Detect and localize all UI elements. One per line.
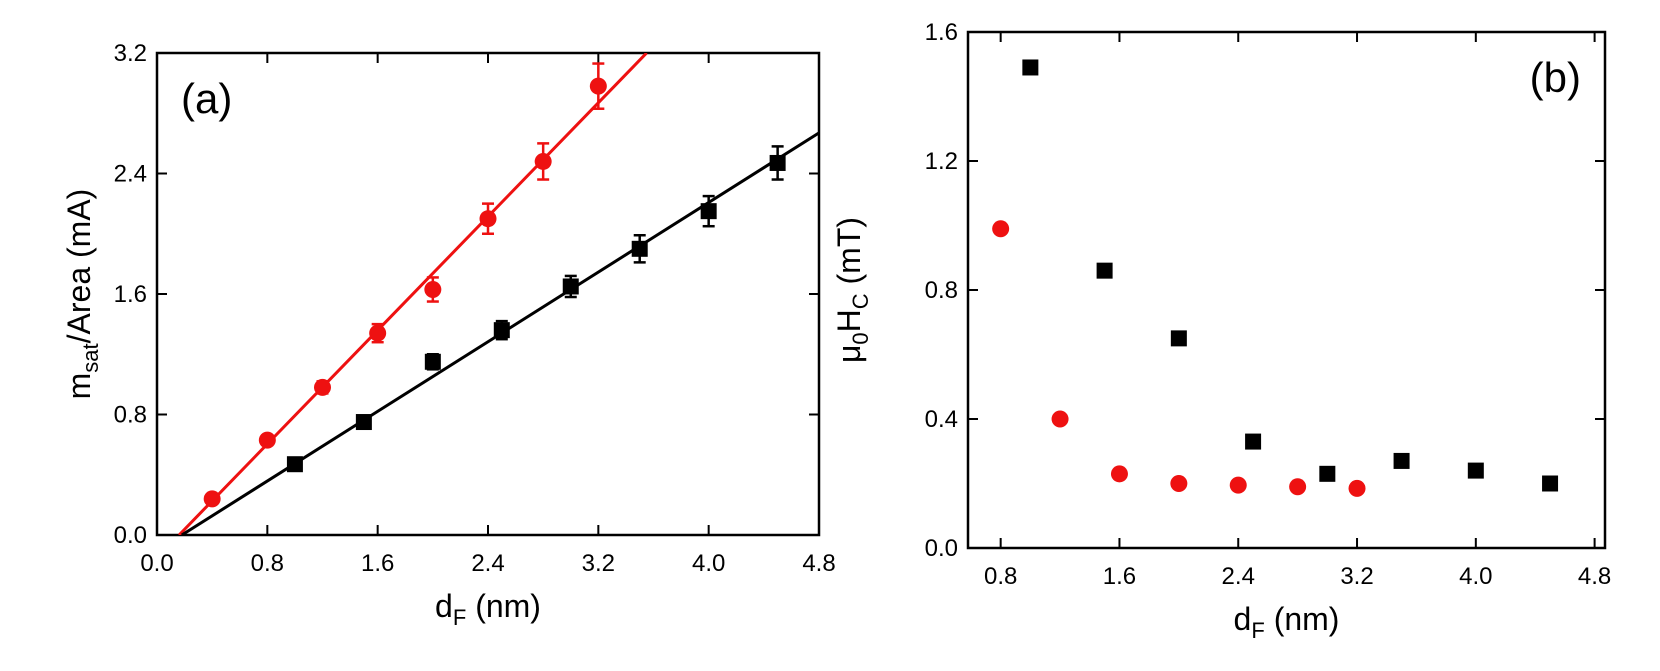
y-tick-label: 0.8 (114, 402, 147, 429)
label-part: m (61, 373, 97, 400)
plot-area (992, 59, 1559, 497)
data-point (1542, 475, 1559, 492)
data-point (424, 280, 442, 298)
data-point (1229, 476, 1247, 494)
data-point (1170, 475, 1188, 492)
plot-area (177, 53, 819, 535)
label-part: (nm) (466, 588, 541, 624)
y-tick-label: 0.8 (925, 277, 958, 304)
y-tick-label: 0.0 (114, 522, 147, 549)
x-tick-label: 3.2 (582, 550, 615, 577)
data-point (1319, 465, 1336, 482)
data-point (562, 278, 579, 295)
x-tick-label: 1.6 (1103, 563, 1136, 590)
data-point (493, 322, 510, 339)
x-tick-label: 3.2 (1340, 563, 1373, 590)
x-axis-label: dF (nm) (435, 588, 541, 630)
label-part: H (831, 309, 867, 332)
x-tick-label: 2.4 (1222, 563, 1255, 590)
data-point (203, 490, 221, 508)
subscript: 0 (848, 332, 873, 344)
data-point (631, 240, 648, 257)
subscript: C (848, 293, 873, 309)
y-tick-label: 1.6 (114, 281, 147, 308)
x-tick-label: 4.8 (802, 550, 835, 577)
plot-frame (966, 30, 1607, 550)
x-tick-label: 0.8 (251, 550, 284, 577)
panel: 0.0 0.8 1.6 2.4 3.2 4.0 4.8 0.0 0.8 1.6 2.4 3.2 dF (… (61, 40, 836, 630)
panel: 0.8 1.6 2.4 3.2 4.0 4.8 0.0 0.4 0.8 1.2 1.6 dF (nm)… (831, 19, 1611, 643)
data-point (700, 203, 717, 220)
y-axis-label: msat/Area (mA) (61, 189, 103, 400)
data-point (369, 324, 387, 342)
label-part: μ (831, 345, 867, 363)
data-point (1393, 452, 1410, 469)
subscript: F (453, 605, 466, 630)
data-point (1245, 433, 1262, 450)
data-point (769, 154, 786, 171)
data-point (479, 210, 497, 228)
data-point (1051, 410, 1069, 428)
data-point (424, 353, 441, 370)
data-point (1096, 262, 1113, 279)
y-tick-label: 0.4 (925, 406, 958, 433)
subscript: sat (78, 343, 103, 372)
label-part: (mT) (831, 217, 867, 293)
data-point (1289, 478, 1307, 496)
data-point (314, 378, 331, 396)
y-tick-label: 1.2 (925, 148, 958, 175)
label-part: (nm) (1265, 601, 1340, 637)
y-tick-label: 1.6 (925, 19, 958, 46)
panel-label: (b) (1530, 54, 1581, 101)
label-part: d (1234, 601, 1252, 637)
data-point (258, 431, 276, 449)
data-point (589, 77, 607, 95)
x-tick-label: 0.0 (140, 550, 173, 577)
y-tick-label: 0.0 (925, 535, 958, 562)
label-part: /Area (mA) (61, 189, 97, 344)
fit-line (177, 53, 648, 535)
x-tick-label: 1.6 (361, 550, 394, 577)
plot-frame (155, 51, 821, 537)
data-point (1467, 462, 1484, 479)
y-tick-label: 2.4 (114, 161, 147, 188)
data-point (1110, 465, 1128, 483)
data-point (992, 220, 1010, 238)
panel-label: (a) (181, 75, 232, 122)
data-point (286, 456, 303, 473)
data-point (1170, 330, 1187, 347)
x-tick-label: 4.0 (692, 550, 725, 577)
label-part: d (435, 588, 453, 624)
subscript: F (1251, 618, 1264, 643)
x-tick-label: 2.4 (471, 550, 504, 577)
y-tick-label: 3.2 (114, 40, 147, 67)
data-point (534, 152, 552, 170)
x-tick-label: 4.0 (1459, 563, 1492, 590)
x-tick-label: 4.8 (1578, 563, 1611, 590)
x-axis-label: dF (nm) (1234, 601, 1340, 643)
data-point (1022, 59, 1039, 76)
x-tick-label: 0.8 (984, 563, 1017, 590)
data-point (355, 414, 372, 431)
data-point (1348, 479, 1366, 497)
y-axis-label: μ0HC (mT) (831, 217, 873, 363)
